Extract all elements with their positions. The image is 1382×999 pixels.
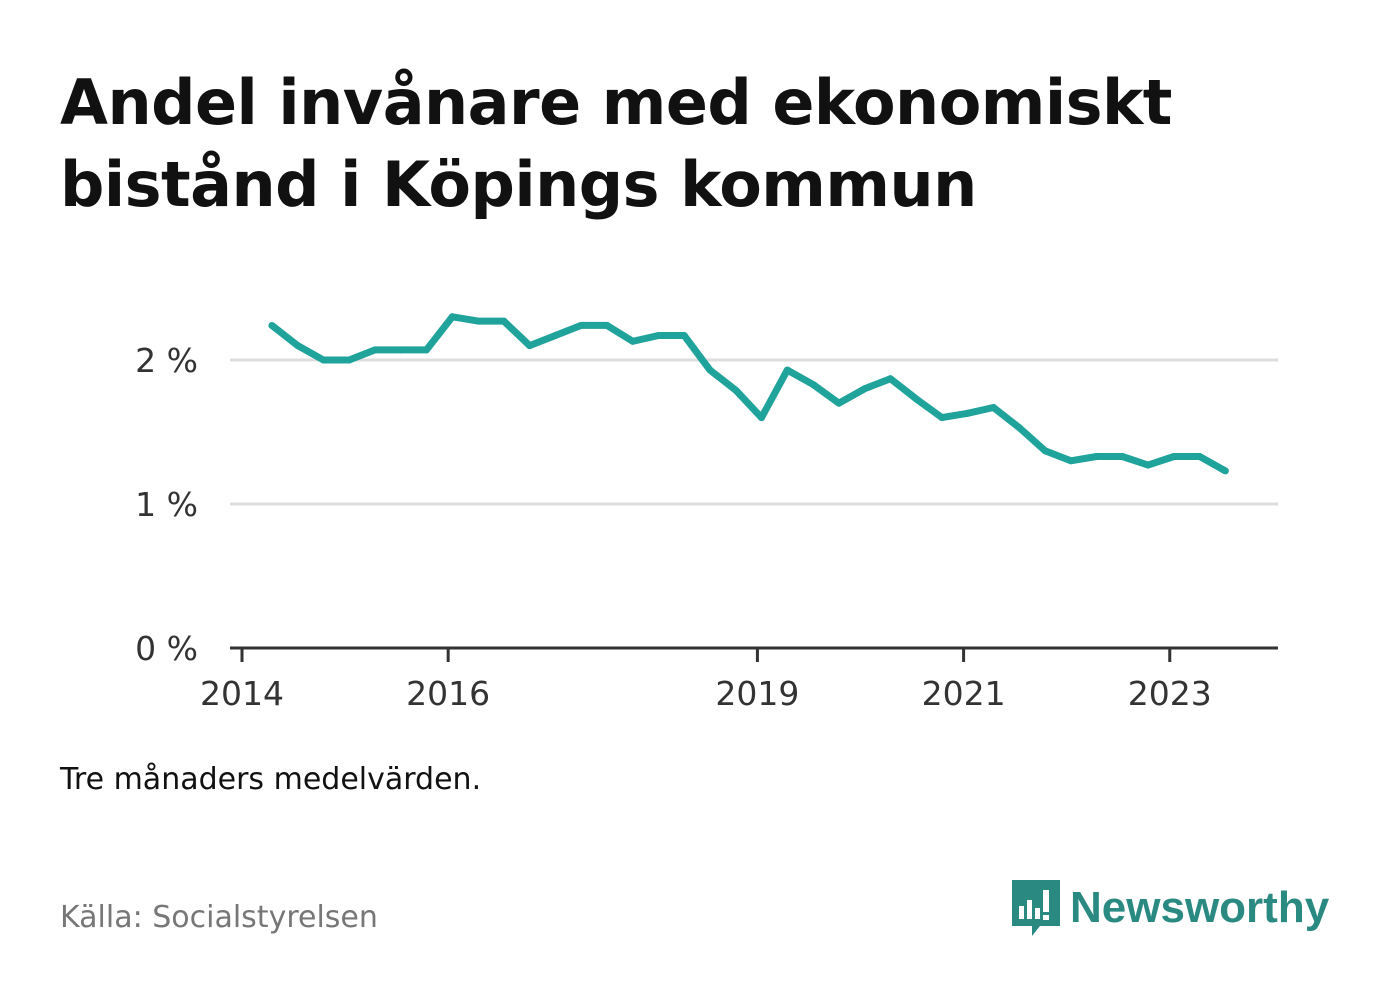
data-point (397, 346, 405, 354)
brand-name: Newsworthy (1070, 883, 1330, 932)
data-point (912, 395, 920, 403)
bar-chart-speech-bubble-icon (1012, 880, 1060, 936)
data-point (1221, 467, 1229, 475)
data-point (1144, 461, 1152, 469)
data-point (964, 409, 972, 417)
x-axis-ticks: 2014 2016 2019 2021 2023 (200, 648, 1212, 713)
data-point (423, 346, 431, 354)
data-point (1041, 447, 1049, 455)
data-point (551, 332, 559, 340)
data-point (783, 366, 791, 374)
brand-logo: Newsworthy (1010, 878, 1329, 938)
data-point (345, 356, 353, 364)
data-point (1067, 457, 1075, 465)
data-point (758, 414, 766, 422)
data-point (989, 404, 997, 412)
y-tick-label: 2 % (135, 341, 198, 380)
series-line-0 (269, 313, 1228, 474)
chart-note: Tre månaders medelvärden. (60, 762, 482, 797)
data-point (886, 375, 894, 383)
data-point (680, 332, 688, 340)
data-point (732, 386, 740, 394)
x-tick-label: 2023 (1128, 674, 1212, 713)
data-point (294, 342, 302, 350)
data-point (1170, 452, 1178, 460)
data-point (577, 321, 585, 329)
x-tick-label: 2019 (715, 674, 799, 713)
data-point (603, 321, 611, 329)
data-point (526, 342, 534, 350)
x-tick-label: 2021 (922, 674, 1006, 713)
data-point (835, 399, 843, 407)
x-tick-label: 2016 (406, 674, 490, 713)
data-point (861, 385, 869, 393)
y-tick-label: 1 % (135, 485, 198, 524)
source-text: Källa: Socialstyrelsen (60, 900, 378, 935)
data-point (1093, 452, 1101, 460)
data-point (629, 337, 637, 345)
series-layer (268, 313, 1229, 475)
data-point (474, 317, 482, 325)
y-tick-label: 0 % (135, 629, 198, 668)
chart-title: Andel invånare med ekonomiskt bistånd i … (60, 66, 1172, 221)
gridlines (230, 358, 1278, 506)
data-point (706, 366, 714, 374)
data-point (448, 313, 456, 321)
data-point (1196, 452, 1204, 460)
data-point (654, 332, 662, 340)
data-point (268, 321, 276, 329)
x-tick-label: 2014 (200, 674, 284, 713)
data-point (1118, 452, 1126, 460)
data-point (1015, 424, 1023, 432)
data-point (500, 317, 508, 325)
data-point (371, 346, 379, 354)
data-point (319, 356, 327, 364)
y-axis-ticks: 0 % 1 % 2 % (135, 341, 198, 668)
data-point (938, 414, 946, 422)
data-point (809, 380, 817, 388)
